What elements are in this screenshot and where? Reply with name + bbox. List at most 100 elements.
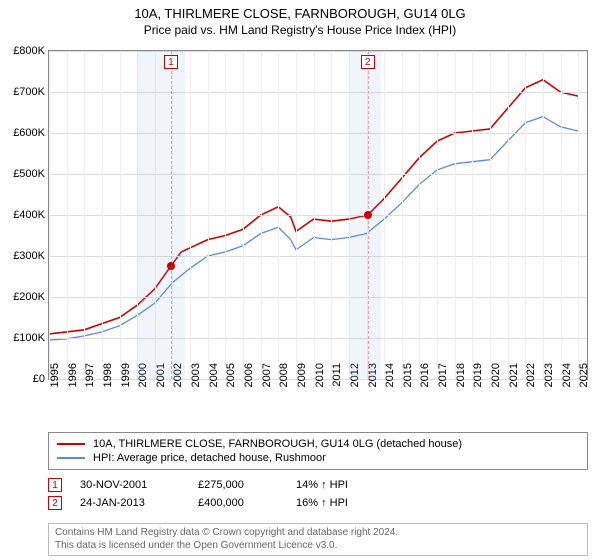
shaded-range [137, 51, 185, 379]
legend-swatch [57, 443, 85, 445]
x-gridline [508, 51, 509, 379]
x-tick-label: 2016 [419, 363, 431, 403]
transaction-date: 24-JAN-2013 [80, 497, 180, 509]
legend: 10A, THIRLMERE CLOSE, FARNBOROUGH, GU14 … [48, 432, 588, 470]
y-gridline [49, 92, 587, 93]
x-tick-label: 2024 [561, 363, 573, 403]
y-tick-label: £600K [13, 127, 45, 139]
y-tick-label: £100K [13, 332, 45, 344]
x-gridline [243, 51, 244, 379]
y-tick-label: £800K [13, 45, 45, 57]
transaction-row: 1 30-NOV-2001 £275,000 14% ↑ HPI [48, 476, 588, 494]
x-gridline [402, 51, 403, 379]
footnote: Contains HM Land Registry data © Crown c… [48, 523, 588, 556]
x-tick-label: 2008 [278, 363, 290, 403]
transaction-hpi: 14% ↑ HPI [296, 479, 386, 491]
x-gridline [225, 51, 226, 379]
x-tick-label: 2017 [437, 363, 449, 403]
transaction-hpi: 16% ↑ HPI [296, 497, 386, 509]
y-gridline [49, 133, 587, 134]
x-gridline [455, 51, 456, 379]
event-line [171, 51, 172, 379]
y-tick-label: £0 [33, 373, 45, 385]
x-tick-label: 2003 [190, 363, 202, 403]
x-gridline [472, 51, 473, 379]
legend-swatch [57, 457, 85, 459]
x-gridline [278, 51, 279, 379]
x-tick-label: 1996 [67, 363, 79, 403]
legend-row: 10A, THIRLMERE CLOSE, FARNBOROUGH, GU14 … [57, 437, 579, 451]
x-tick-label: 2004 [208, 363, 220, 403]
x-gridline [190, 51, 191, 379]
event-marker-box: 1 [164, 55, 178, 69]
x-tick-label: 2015 [402, 363, 414, 403]
x-tick-label: 1998 [102, 363, 114, 403]
footnote-line1: Contains HM Land Registry data © Crown c… [55, 527, 581, 540]
y-tick-label: £500K [13, 168, 45, 180]
x-gridline [67, 51, 68, 379]
x-gridline [561, 51, 562, 379]
y-gridline [49, 297, 587, 298]
event-marker-box: 2 [361, 55, 375, 69]
legend-label: 10A, THIRLMERE CLOSE, FARNBOROUGH, GU14 … [93, 438, 462, 450]
y-tick-label: £400K [13, 209, 45, 221]
chart-container: 10A, THIRLMERE CLOSE, FARNBOROUGH, GU14 … [0, 0, 600, 560]
x-gridline [331, 51, 332, 379]
transaction-price: £275,000 [198, 479, 278, 491]
x-gridline [437, 51, 438, 379]
x-gridline [419, 51, 420, 379]
x-gridline [49, 51, 50, 379]
chart-subtitle: Price paid vs. HM Land Registry's House … [0, 21, 600, 37]
y-gridline [49, 215, 587, 216]
x-tick-label: 2025 [578, 363, 590, 403]
y-tick-label: £700K [13, 86, 45, 98]
y-gridline [49, 256, 587, 257]
x-gridline [296, 51, 297, 379]
event-dot [364, 211, 372, 219]
x-gridline [120, 51, 121, 379]
x-tick-label: 2011 [331, 363, 343, 403]
x-gridline [314, 51, 315, 379]
transaction-date: 30-NOV-2001 [80, 479, 180, 491]
x-tick-label: 2009 [296, 363, 308, 403]
x-tick-label: 1997 [84, 363, 96, 403]
y-gridline [49, 338, 587, 339]
x-gridline [208, 51, 209, 379]
transaction-price: £400,000 [198, 497, 278, 509]
x-tick-label: 2022 [525, 363, 537, 403]
transaction-row: 2 24-JAN-2013 £400,000 16% ↑ HPI [48, 494, 588, 512]
x-gridline [102, 51, 103, 379]
x-gridline [384, 51, 385, 379]
x-gridline [525, 51, 526, 379]
y-tick-label: £300K [13, 250, 45, 262]
x-gridline [490, 51, 491, 379]
transactions-table: 1 30-NOV-2001 £275,000 14% ↑ HPI 2 24-JAN-201… [48, 476, 588, 512]
x-gridline [543, 51, 544, 379]
x-tick-label: 2019 [472, 363, 484, 403]
x-tick-label: 1995 [49, 363, 61, 403]
legend-row: HPI: Average price, detached house, Rush… [57, 451, 579, 465]
x-tick-label: 2005 [225, 363, 237, 403]
event-dot [167, 262, 175, 270]
x-gridline [84, 51, 85, 379]
y-gridline [49, 51, 587, 52]
x-tick-label: 2023 [543, 363, 555, 403]
transaction-id-box: 2 [48, 496, 62, 510]
x-tick-label: 1999 [120, 363, 132, 403]
chart-plot-area: £0£100K£200K£300K£400K£500K£600K£700K£80… [48, 50, 588, 380]
x-tick-label: 2007 [261, 363, 273, 403]
transaction-id-box: 1 [48, 478, 62, 492]
y-tick-label: £200K [13, 291, 45, 303]
x-tick-label: 2014 [384, 363, 396, 403]
x-gridline [261, 51, 262, 379]
footnote-line2: This data is licensed under the Open Gov… [55, 540, 581, 553]
y-gridline [49, 174, 587, 175]
x-tick-label: 2018 [455, 363, 467, 403]
chart-title: 10A, THIRLMERE CLOSE, FARNBOROUGH, GU14 … [0, 0, 600, 21]
x-gridline [578, 51, 579, 379]
x-tick-label: 2010 [314, 363, 326, 403]
x-tick-label: 2020 [490, 363, 502, 403]
x-tick-label: 2021 [508, 363, 520, 403]
legend-label: HPI: Average price, detached house, Rush… [93, 452, 326, 464]
x-tick-label: 2006 [243, 363, 255, 403]
